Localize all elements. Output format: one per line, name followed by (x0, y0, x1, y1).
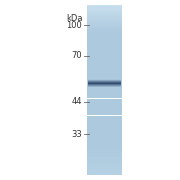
Text: 70: 70 (71, 51, 82, 60)
Text: 33: 33 (71, 130, 82, 139)
Text: 100: 100 (66, 21, 82, 30)
Text: 44: 44 (71, 97, 82, 106)
Text: kDa: kDa (66, 14, 83, 23)
